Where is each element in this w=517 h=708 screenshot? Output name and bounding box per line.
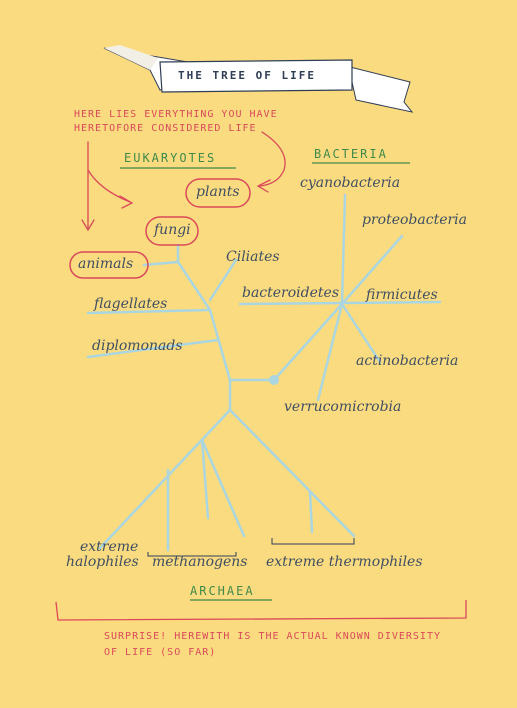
note-bottom-line-1: SURPRISE! HEREWITH IS THE ACTUAL KNOWN D… xyxy=(104,631,441,642)
note-top-line-2: HERETOFORE CONSIDERED LIFE xyxy=(74,123,257,134)
branch-halophiles-line-2: halophiles xyxy=(66,554,139,570)
branch-animals: animals xyxy=(78,256,134,272)
branch-extreme-thermophiles: extreme thermophiles xyxy=(266,554,423,570)
bacteria-tree xyxy=(238,193,442,402)
branch-cyanobacteria: cyanobacteria xyxy=(300,175,401,191)
fungi-oval xyxy=(145,216,199,246)
animals-oval xyxy=(69,251,149,279)
archaea-tree xyxy=(98,408,356,552)
branch-diplomonads: diplomonads xyxy=(92,338,183,354)
label-eukaryotes: EUKARYOTES xyxy=(124,151,217,165)
eukaryote-tree xyxy=(86,243,276,412)
branch-verrucomicrobia: verrucomicrobia xyxy=(284,399,402,415)
highlight-ovals xyxy=(69,178,251,279)
branch-flagellates: flagellates xyxy=(94,296,168,312)
bacteria-root-node xyxy=(269,375,279,385)
label-archaea: ARCHAEA xyxy=(190,584,255,598)
title-banner xyxy=(103,45,414,113)
branch-halophiles-line-1: extreme xyxy=(80,539,139,555)
archaea-brackets xyxy=(147,538,355,557)
note-bottom-line-2: OF LIFE (SO FAR) xyxy=(104,647,217,658)
bottom-bracket xyxy=(55,600,467,621)
plants-oval xyxy=(185,178,251,208)
label-bacteria: BACTERIA xyxy=(314,147,388,161)
branch-fungi: fungi xyxy=(154,222,191,238)
note-top-line-1: HERE LIES EVERYTHING YOU HAVE xyxy=(74,109,278,120)
branch-ciliates: Ciliates xyxy=(226,249,280,265)
branch-actinobacteria: actinobacteria xyxy=(356,353,459,369)
branch-firmicutes: firmicutes xyxy=(366,287,438,303)
arrows xyxy=(81,131,286,232)
title: THE TREE OF LIFE xyxy=(178,69,316,82)
branch-methanogens: methanogens xyxy=(152,554,248,570)
branch-proteobacteria: proteobacteria xyxy=(362,212,467,228)
branch-bacteroidetes: bacteroidetes xyxy=(242,285,340,301)
branch-plants: plants xyxy=(196,184,240,200)
